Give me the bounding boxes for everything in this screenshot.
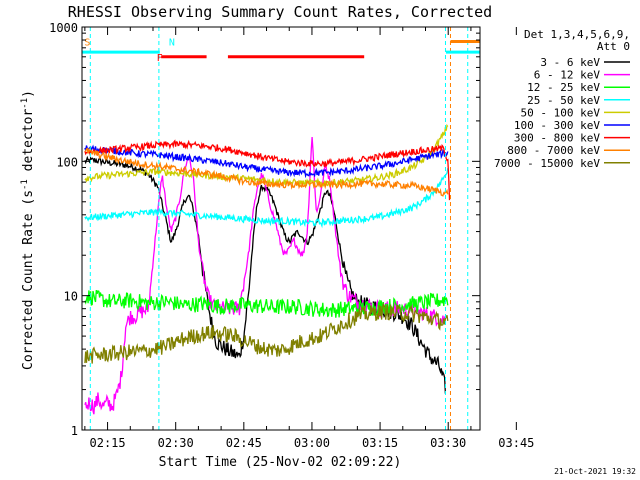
x-tick-label-4: 03:15 [362, 436, 398, 450]
legend-label-3: 25 - 50 keV [527, 94, 600, 107]
x-tick-label-1: 02:30 [158, 436, 194, 450]
legend-label-0: 3 - 6 keV [540, 56, 600, 69]
legend-label-6: 300 - 800 keV [514, 132, 600, 145]
legend-label-7: 800 - 7000 keV [507, 144, 600, 157]
legend-label-8: 7000 - 15000 keV [494, 157, 600, 170]
attenuator-label: Att 0 [597, 40, 630, 53]
y-tick-label-0: 1 [71, 424, 78, 438]
y-tick-label-2: 100 [56, 155, 78, 169]
x-tick-label-6: 03:45 [498, 436, 534, 450]
series-line-8 [84, 302, 449, 364]
flag-label-n: N [169, 37, 175, 48]
flag-label-s: S [84, 37, 90, 48]
series-line-3 [84, 168, 449, 229]
chart-title: RHESSI Observing Summary Count Rates, Co… [68, 3, 492, 21]
series-line-5 [84, 144, 449, 179]
plot-frame [81, 26, 481, 431]
series-layer [84, 123, 451, 415]
x-tick-label-0: 02:15 [90, 436, 126, 450]
y-tick-label-3: 1000 [49, 21, 78, 35]
flag-label-f: F [157, 53, 163, 64]
x-tick-label-3: 03:00 [294, 436, 330, 450]
legend-label-5: 100 - 300 keV [514, 119, 600, 132]
legend-label-2: 12 - 25 keV [527, 81, 600, 94]
y-axis-label: Corrected Count Rate (s-1 detector-1) [20, 90, 36, 370]
legend-label-1: 6 - 12 keV [534, 69, 601, 82]
x-axis-label: Start Time (25-Nov-02 02:09:22) [159, 455, 402, 470]
plot-timestamp: 21-Oct-2021 19:32 [554, 467, 636, 476]
series-line-7 [84, 147, 449, 197]
series-line-6 [84, 139, 451, 201]
flag-layer: S NF [82, 27, 480, 430]
axis-layer: 02:15 02:30 02:45 03:00 03:15 03:30 03:45 1 10 10… [49, 21, 534, 450]
x-tick-label-5: 03:30 [430, 436, 466, 450]
legend-label-4: 50 - 100 keV [521, 106, 601, 119]
series-line-2 [84, 290, 449, 318]
detectors-label: Det 1,3,4,5,6,9, [524, 28, 630, 41]
y-tick-label-1: 10 [64, 290, 78, 304]
x-tick-label-2: 02:45 [226, 436, 262, 450]
